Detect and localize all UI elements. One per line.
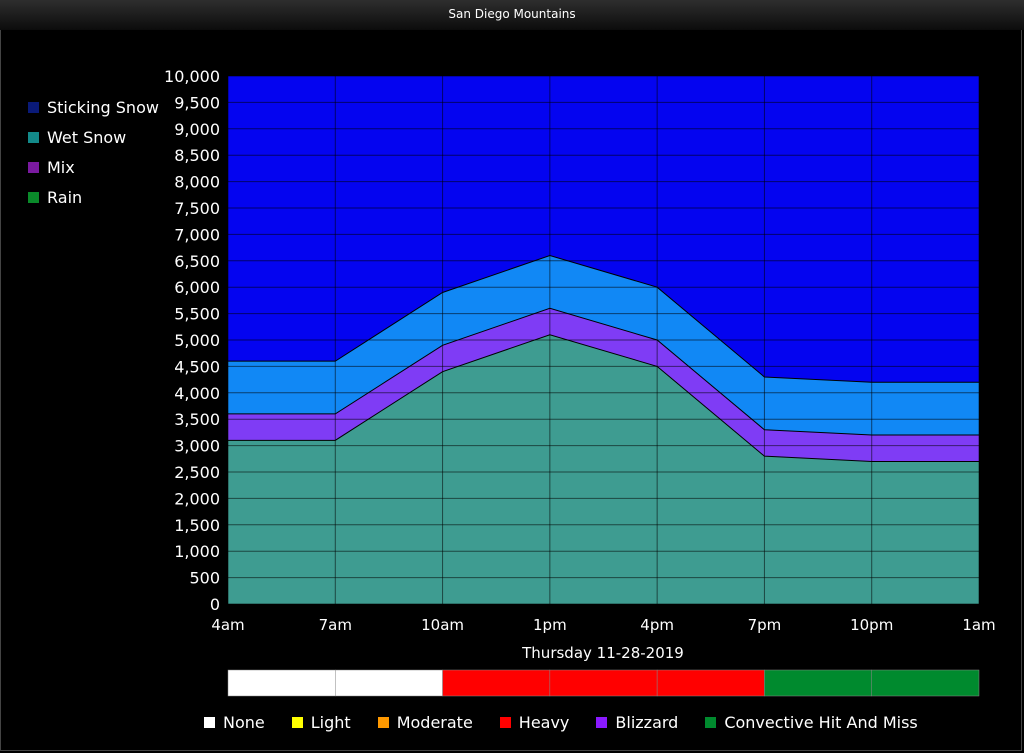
intensity-legend-item: Heavy <box>499 713 570 732</box>
intensity-segment <box>549 669 658 697</box>
y-tick-label: 3,000 <box>174 437 220 456</box>
y-tick-label: 9,000 <box>174 120 220 139</box>
legend-item: Sticking Snow <box>28 92 159 122</box>
intensity-segment <box>335 669 443 697</box>
legend-swatch <box>28 161 39 173</box>
x-tick-label: 4am <box>211 616 244 634</box>
y-tick-label: 1,500 <box>174 516 220 535</box>
y-tick-label: 5,000 <box>174 331 220 350</box>
legend-swatch <box>28 191 39 203</box>
x-tick-label: 1pm <box>533 616 567 634</box>
y-tick-label: 500 <box>189 569 220 588</box>
y-tick-label: 3,500 <box>174 410 220 429</box>
intensity-legend-label: Convective Hit And Miss <box>724 713 918 732</box>
area-rain <box>228 334 979 604</box>
intensity-legend: None Light Moderate Heavy Blizzard Convective… <box>204 713 945 732</box>
intensity-legend-swatch <box>204 717 215 728</box>
intensity-legend-item: Light <box>291 713 351 732</box>
legend-label: Mix <box>47 157 75 177</box>
intensity-legend-label: Moderate <box>396 713 473 732</box>
y-tick-label: 6,500 <box>174 252 220 271</box>
legend-item: Wet Snow <box>28 122 159 152</box>
y-tick-label: 4,500 <box>174 357 220 376</box>
intensity-segment <box>656 669 765 697</box>
y-tick-label: 1,000 <box>174 542 220 561</box>
y-tick-label: 7,000 <box>174 225 220 244</box>
x-tick-label: 10am <box>421 616 464 634</box>
intensity-legend-item: Blizzard <box>596 713 678 732</box>
legend-label: Sticking Snow <box>47 97 159 117</box>
legend-item: Rain <box>28 182 159 212</box>
intensity-legend-swatch <box>377 717 389 728</box>
intensity-segment <box>442 669 551 697</box>
intensity-legend-label: Blizzard <box>615 713 679 732</box>
intensity-legend-item: None <box>204 713 265 732</box>
intensity-segment <box>764 669 872 697</box>
y-tick-label: 10,000 <box>164 67 220 86</box>
x-tick-label: 7am <box>319 616 352 634</box>
precip-type-legend: Sticking Snow Wet Snow Mix Rain <box>28 92 159 212</box>
series-line-wet-snow <box>228 254 979 383</box>
intensity-legend-item: Moderate <box>377 713 473 732</box>
intensity-legend-swatch <box>499 717 511 728</box>
y-tick-label: 2,500 <box>174 463 220 482</box>
legend-swatch <box>28 101 39 113</box>
y-tick-label: 4,000 <box>174 384 220 403</box>
y-tick-label: 8,000 <box>174 173 220 192</box>
date-label: Thursday 11-28-2019 <box>522 644 684 662</box>
intensity-legend-label: Light <box>310 713 351 732</box>
title-bar: San Diego Mountains <box>0 0 1024 30</box>
y-tick-label: 6,000 <box>174 278 220 297</box>
intensity-segment <box>871 669 980 697</box>
legend-item: Mix <box>28 152 159 182</box>
legend-label: Wet Snow <box>47 127 127 147</box>
intensity-legend-swatch <box>291 717 303 728</box>
y-tick-label: 9,500 <box>174 93 220 112</box>
intensity-legend-label: Heavy <box>518 713 570 732</box>
legend-swatch <box>28 131 39 143</box>
y-tick-label: 0 <box>210 595 220 614</box>
intensity-legend-swatch <box>596 717 608 728</box>
y-tick-label: 7,500 <box>174 199 220 218</box>
series-line-mix <box>228 307 979 436</box>
x-tick-label: 10pm <box>850 616 893 634</box>
intensity-legend-label: None <box>223 713 265 732</box>
intensity-legend-item: Convective Hit And Miss <box>705 713 918 732</box>
y-tick-label: 8,500 <box>174 146 220 165</box>
intensity-legend-swatch <box>705 717 717 728</box>
y-tick-label: 2,000 <box>174 489 220 508</box>
legend-label: Rain <box>47 187 83 207</box>
x-tick-label: 7pm <box>748 616 782 634</box>
series-line-rain <box>228 334 979 462</box>
y-tick-label: 5,500 <box>174 305 220 324</box>
chart-title: San Diego Mountains <box>448 7 576 21</box>
intensity-segment <box>227 669 336 697</box>
x-tick-label: 1am <box>962 616 995 634</box>
x-tick-label: 4pm <box>640 616 674 634</box>
